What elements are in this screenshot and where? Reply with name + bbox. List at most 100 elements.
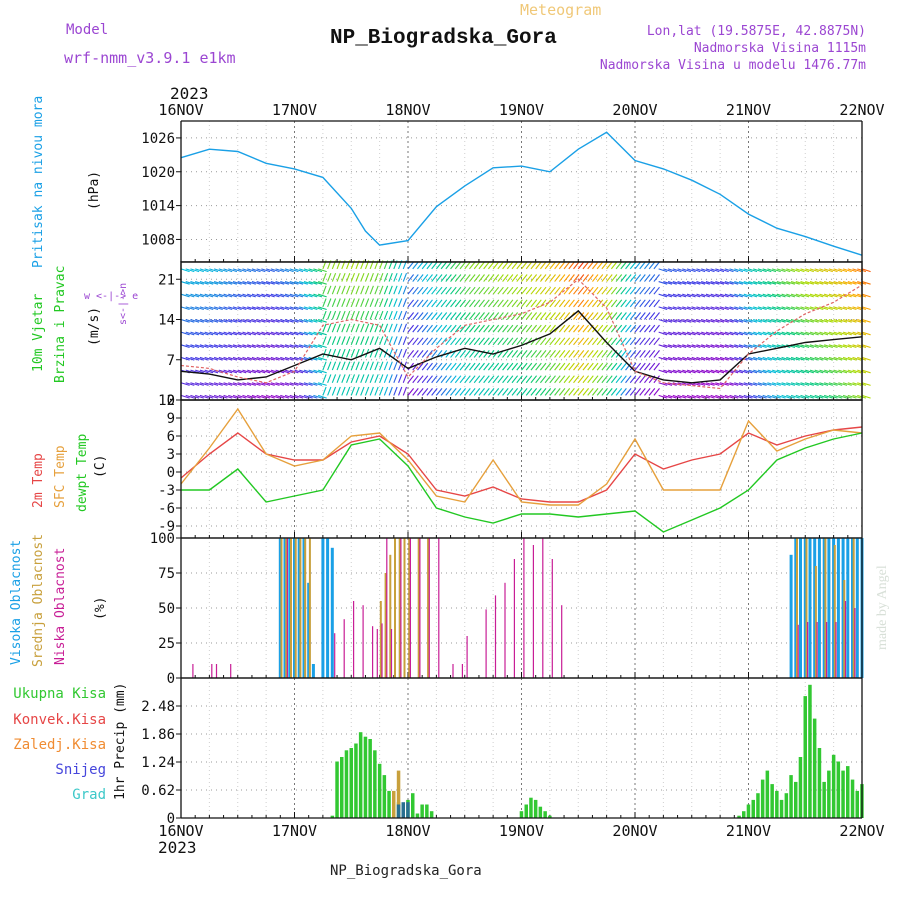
wind-barb bbox=[719, 331, 729, 336]
wind-barb bbox=[790, 293, 800, 298]
wind-barb bbox=[195, 318, 204, 323]
wind-barb bbox=[824, 382, 833, 386]
wind-barb bbox=[308, 293, 318, 298]
wind-barb bbox=[440, 312, 448, 320]
wind-barb bbox=[426, 362, 433, 371]
wind-barb bbox=[814, 382, 824, 386]
wind-barb bbox=[383, 298, 389, 308]
wind-barb bbox=[625, 299, 632, 308]
wind-barb bbox=[402, 285, 408, 295]
wind-barb bbox=[715, 318, 725, 323]
wind-barb bbox=[629, 350, 637, 358]
wind-barb bbox=[497, 388, 504, 396]
wind-barb bbox=[341, 374, 346, 383]
precip-bar-freezing bbox=[392, 790, 396, 818]
wind-barb bbox=[374, 310, 379, 320]
wind-barb bbox=[734, 382, 744, 386]
cloud-bar-mid bbox=[843, 580, 846, 678]
wind-barb bbox=[469, 362, 476, 371]
wind-barb bbox=[738, 268, 748, 273]
wind-barb bbox=[724, 394, 734, 399]
wind-barb bbox=[786, 318, 796, 323]
wind-barb bbox=[577, 362, 585, 371]
wind-barb bbox=[317, 268, 327, 273]
wind-barb bbox=[350, 273, 356, 282]
cloud-bar-high bbox=[832, 538, 836, 678]
wind-barb bbox=[331, 285, 337, 295]
wind-barb bbox=[738, 382, 748, 386]
wind-barb bbox=[795, 382, 805, 386]
wind-barb bbox=[833, 281, 843, 285]
wind-barb bbox=[658, 382, 668, 386]
wind-barb bbox=[814, 268, 824, 273]
wind-barb bbox=[828, 369, 838, 374]
wind-barb bbox=[738, 344, 748, 349]
precip-bar-total bbox=[373, 750, 377, 818]
wind-barb bbox=[199, 394, 209, 399]
wind-barb bbox=[667, 356, 677, 361]
wind-barb bbox=[492, 299, 500, 308]
wind-barb bbox=[535, 375, 542, 384]
wind-barb bbox=[719, 306, 729, 311]
wind-barb bbox=[701, 318, 710, 323]
wind-barb bbox=[270, 394, 280, 399]
cloud-bar-high bbox=[808, 538, 812, 678]
wind-barb bbox=[383, 323, 389, 333]
wind-barb bbox=[833, 268, 843, 273]
wind-barb bbox=[838, 344, 848, 349]
wind-barb bbox=[790, 369, 800, 374]
precip-bar-total bbox=[349, 748, 353, 818]
wind-barb bbox=[421, 299, 429, 308]
wind-barb bbox=[364, 285, 370, 295]
wind-barb bbox=[454, 337, 462, 346]
wind-barb bbox=[213, 281, 223, 285]
cloud-bar-high bbox=[288, 538, 292, 678]
wind-barb bbox=[459, 261, 467, 270]
wind-barb bbox=[346, 285, 351, 295]
wind-barb bbox=[218, 306, 228, 311]
wind-barb bbox=[445, 299, 452, 308]
wind-barb bbox=[440, 362, 448, 371]
wind-barb bbox=[558, 375, 566, 384]
wind-barb bbox=[549, 274, 556, 282]
wind-barb bbox=[535, 362, 542, 371]
precip-bar-total bbox=[798, 757, 803, 818]
y-tick-label: 6 bbox=[167, 429, 175, 445]
cloud-bar-high bbox=[283, 538, 287, 678]
wind-barb bbox=[327, 374, 332, 383]
wind-barb bbox=[327, 361, 332, 371]
wind-barb bbox=[190, 394, 200, 399]
wind-barb bbox=[686, 344, 696, 349]
wind-barb bbox=[738, 318, 748, 323]
wind-barb bbox=[454, 299, 462, 308]
y-tick-label: 0 bbox=[167, 811, 175, 827]
cloud-bar-high bbox=[321, 538, 325, 678]
wind-barb bbox=[454, 375, 462, 384]
wind-barb bbox=[284, 268, 294, 273]
wind-barb bbox=[228, 369, 238, 374]
wind-barb bbox=[464, 261, 471, 270]
wind-barb bbox=[729, 293, 739, 298]
wind-barb bbox=[535, 299, 542, 308]
wind-barb bbox=[459, 375, 467, 384]
wind-barb bbox=[544, 286, 552, 295]
day-label-top: 17NOV bbox=[272, 101, 317, 119]
wind-barb bbox=[228, 382, 238, 386]
wind-barb bbox=[653, 388, 660, 396]
wind-barb bbox=[824, 293, 833, 298]
wind-barb bbox=[762, 356, 772, 361]
wind-barb bbox=[634, 324, 642, 333]
wind-barb bbox=[341, 336, 346, 346]
wind-barb bbox=[710, 344, 720, 349]
wind-barb bbox=[719, 318, 729, 323]
precip-bar-total bbox=[760, 779, 765, 818]
wind-barb bbox=[303, 356, 313, 361]
wind-barb bbox=[331, 310, 337, 320]
wind-barb bbox=[610, 286, 618, 295]
pressure-label: Pritisak na nivou mora bbox=[31, 96, 46, 268]
wind-barb bbox=[445, 274, 452, 282]
wind-barb bbox=[237, 268, 247, 273]
y-tick-label: -6 bbox=[158, 501, 175, 517]
wind-barb bbox=[558, 362, 566, 371]
precip-bar-total bbox=[363, 736, 368, 818]
